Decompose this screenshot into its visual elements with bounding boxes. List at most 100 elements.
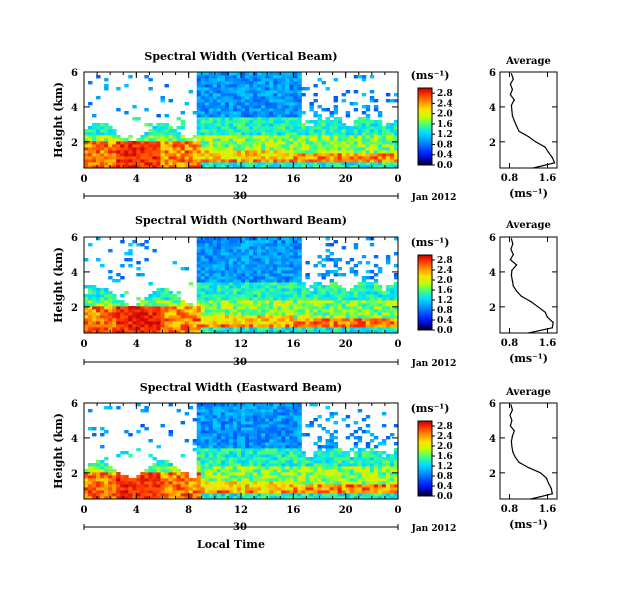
heatmap-cell [257,448,262,452]
heatmap-cell [196,451,202,455]
heatmap-cell [156,460,161,464]
heatmap-cell [176,409,182,413]
heatmap-cell [337,496,343,500]
heatmap-cell [329,330,334,334]
heatmap-cell [224,321,230,325]
heatmap-cell [224,240,230,244]
heatmap-cell [88,427,93,431]
heatmap-cell [96,156,101,160]
heatmap-cell [257,156,262,160]
heatmap-cell [100,147,105,151]
heatmap-cell [265,75,270,79]
heatmap-cell [172,321,177,325]
heatmap-cell [144,493,149,497]
heatmap-cell [184,150,190,154]
heatmap-cell [377,165,383,169]
heatmap-cell [341,147,347,151]
heatmap-cell [249,478,254,482]
heatmap-cell [216,481,222,485]
heatmap-cell [100,315,105,319]
heatmap-cell [281,421,286,425]
heatmap-cell [293,288,298,292]
heatmap-cell [297,252,302,256]
heatmap-cell [156,123,161,127]
heatmap-cell [249,246,254,250]
heatmap-cell [228,454,234,458]
heatmap-cell [208,237,214,241]
heatmap-cell [317,273,322,277]
heatmap-cell [84,490,89,494]
heatmap-cell [341,324,347,328]
heatmap-cell [373,279,379,283]
heatmap-cell [261,105,266,109]
heatmap-cell [245,156,250,160]
heatmap-cell [353,156,359,160]
heatmap-cell [132,117,137,121]
heatmap-cell [204,153,210,157]
heatmap-cell [100,162,105,166]
heatmap-cell [265,279,270,283]
heatmap-cell [224,165,230,169]
heatmap-cell [216,81,222,85]
heatmap-cell [261,424,266,428]
heatmap-cell [329,300,334,304]
heatmap-cell [281,75,286,79]
heatmap-cell [200,150,206,154]
heatmap-cell [357,156,363,160]
average-x-tick-label: 0.8 [501,338,518,349]
heatmap-cell [305,493,310,497]
heatmap-cell [192,327,198,331]
heatmap-cell [281,282,286,286]
heatmap-cell [224,285,230,289]
heatmap-cell [345,156,351,160]
heatmap-cell [164,478,169,482]
heatmap-cell [232,315,238,319]
heatmap-cell [196,111,202,115]
heatmap-cell [100,291,105,295]
heatmap-cell [265,138,270,142]
heatmap-cell [241,162,246,166]
heatmap-cell [281,252,286,256]
heatmap-cell [216,252,222,256]
heatmap-cell [204,285,210,289]
heatmap-cell [321,258,326,262]
heatmap-cell [104,165,109,169]
heatmap-cell [301,126,306,130]
heatmap-cell [224,294,230,298]
heatmap-cell [236,243,242,247]
heatmap-cell [168,129,173,133]
heatmap-cell [273,162,278,166]
heatmap-cell [245,291,250,295]
heatmap-cell [289,99,294,103]
heatmap-cell [257,315,262,319]
heatmap-cell [313,496,318,500]
heatmap-cell [241,141,246,145]
heatmap-cell [216,412,222,416]
heatmap-cell [309,135,314,139]
heatmap-cell [325,493,330,497]
y-tick-label: 6 [71,68,78,79]
heatmap-cell [273,165,278,169]
heatmap-cell [212,135,218,139]
heatmap-cell [164,162,169,166]
heatmap-cell [204,327,210,331]
heatmap-cell [216,111,222,115]
heatmap-cell [269,75,274,79]
heatmap-cell [333,111,339,115]
heatmap-cell [116,406,121,410]
heatmap-cell [100,141,105,145]
heatmap-cell [269,138,274,142]
heatmap-cell [132,315,137,319]
heatmap-cell [357,75,363,79]
heatmap-cell [116,87,121,91]
heatmap-cell [349,327,355,331]
heatmap-cell [212,132,218,136]
heatmap-cell [297,478,302,482]
heatmap-cell [277,105,282,109]
heatmap-cell [232,135,238,139]
heatmap-cell [196,240,202,244]
heatmap-cell [273,99,278,103]
heatmap-cell [285,96,290,100]
heatmap-cell [228,120,234,124]
heatmap-cell [269,288,274,292]
